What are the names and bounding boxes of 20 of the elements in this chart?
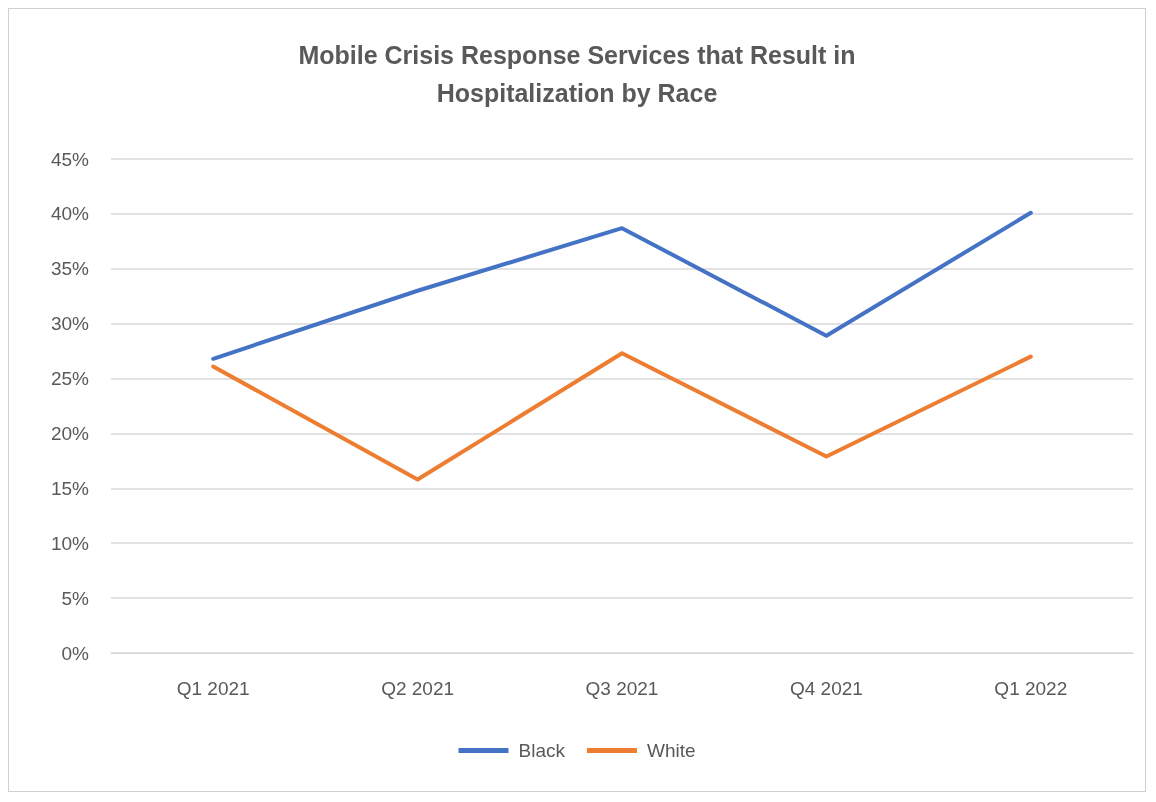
y-tick-label: 25% [50, 368, 90, 390]
y-tick-label: 20% [50, 422, 90, 444]
y-tick-label: 0% [61, 642, 90, 664]
y-tick-label: 35% [50, 258, 90, 280]
x-tick-label: Q3 2021 [585, 678, 659, 699]
x-tick-label: Q2 2021 [381, 678, 455, 699]
legend-label: White [646, 740, 696, 761]
y-tick-label: 15% [50, 477, 90, 499]
y-tick-label: 30% [50, 313, 90, 335]
x-tick-label: Q1 2021 [176, 678, 250, 699]
x-tick-label: Q4 2021 [789, 678, 863, 699]
y-tick-label: 40% [50, 203, 90, 225]
x-tick-label: Q1 2022 [994, 678, 1068, 699]
y-tick-label: 10% [50, 532, 90, 554]
y-tick-label: 5% [61, 587, 90, 609]
y-tick-label: 45% [50, 148, 90, 170]
line-series [211, 351, 1033, 482]
line-series [211, 210, 1033, 361]
legend-label: Black [518, 740, 566, 761]
chart-title: Mobile Crisis Response Services that Result in Hospitalization by Race [298, 41, 856, 107]
